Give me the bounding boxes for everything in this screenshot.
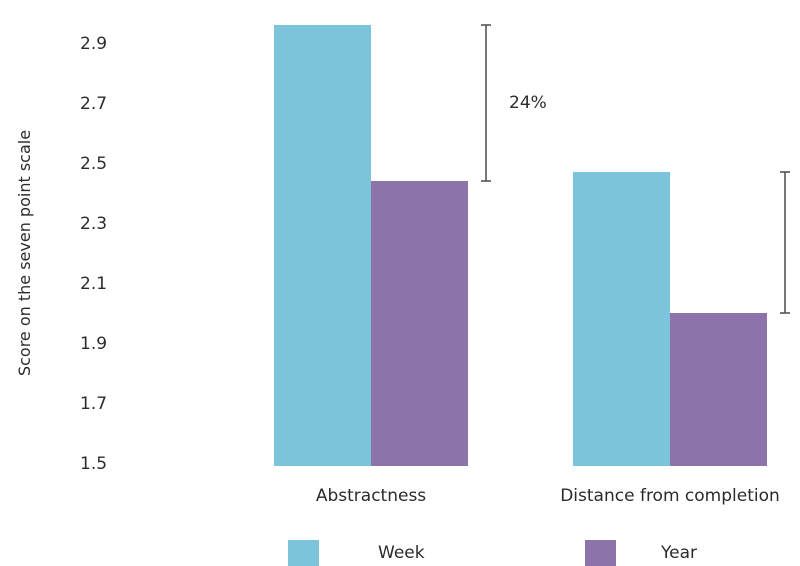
bar-week — [274, 25, 371, 466]
y-axis: 1.5 1.7 1.9 2.1 2.3 2.5 2.7 2.9 — [80, 34, 107, 474]
x-category-label: Distance from completion — [560, 486, 780, 506]
bar-year — [371, 181, 468, 466]
y-tick-label: 2.9 — [80, 34, 107, 54]
difference-annotations: 24%19% — [481, 24, 790, 314]
y-tick-label: 1.7 — [80, 394, 107, 414]
difference-label: 24% — [509, 93, 547, 113]
y-tick-label: 2.7 — [80, 94, 107, 114]
legend-label-week: Week — [378, 543, 425, 563]
y-tick-label: 2.5 — [80, 154, 107, 174]
y-tick-label: 2.1 — [80, 274, 107, 294]
difference-bracket — [481, 24, 491, 182]
x-category-label: Abstractness — [316, 486, 426, 506]
y-tick-label: 2.3 — [80, 214, 107, 234]
y-tick-label: 1.5 — [80, 454, 107, 474]
legend-label-year: Year — [660, 543, 697, 563]
legend-swatch-year — [585, 540, 616, 566]
bar-week — [573, 172, 670, 466]
bar-year — [670, 313, 767, 466]
legend: Week Year — [288, 540, 697, 566]
bars — [274, 25, 767, 466]
y-tick-label: 1.9 — [80, 334, 107, 354]
legend-swatch-week — [288, 540, 319, 566]
difference-bracket — [780, 171, 790, 314]
x-axis: Abstractness Distance from completion — [316, 486, 780, 506]
y-axis-title: Score on the seven point scale — [15, 130, 34, 376]
